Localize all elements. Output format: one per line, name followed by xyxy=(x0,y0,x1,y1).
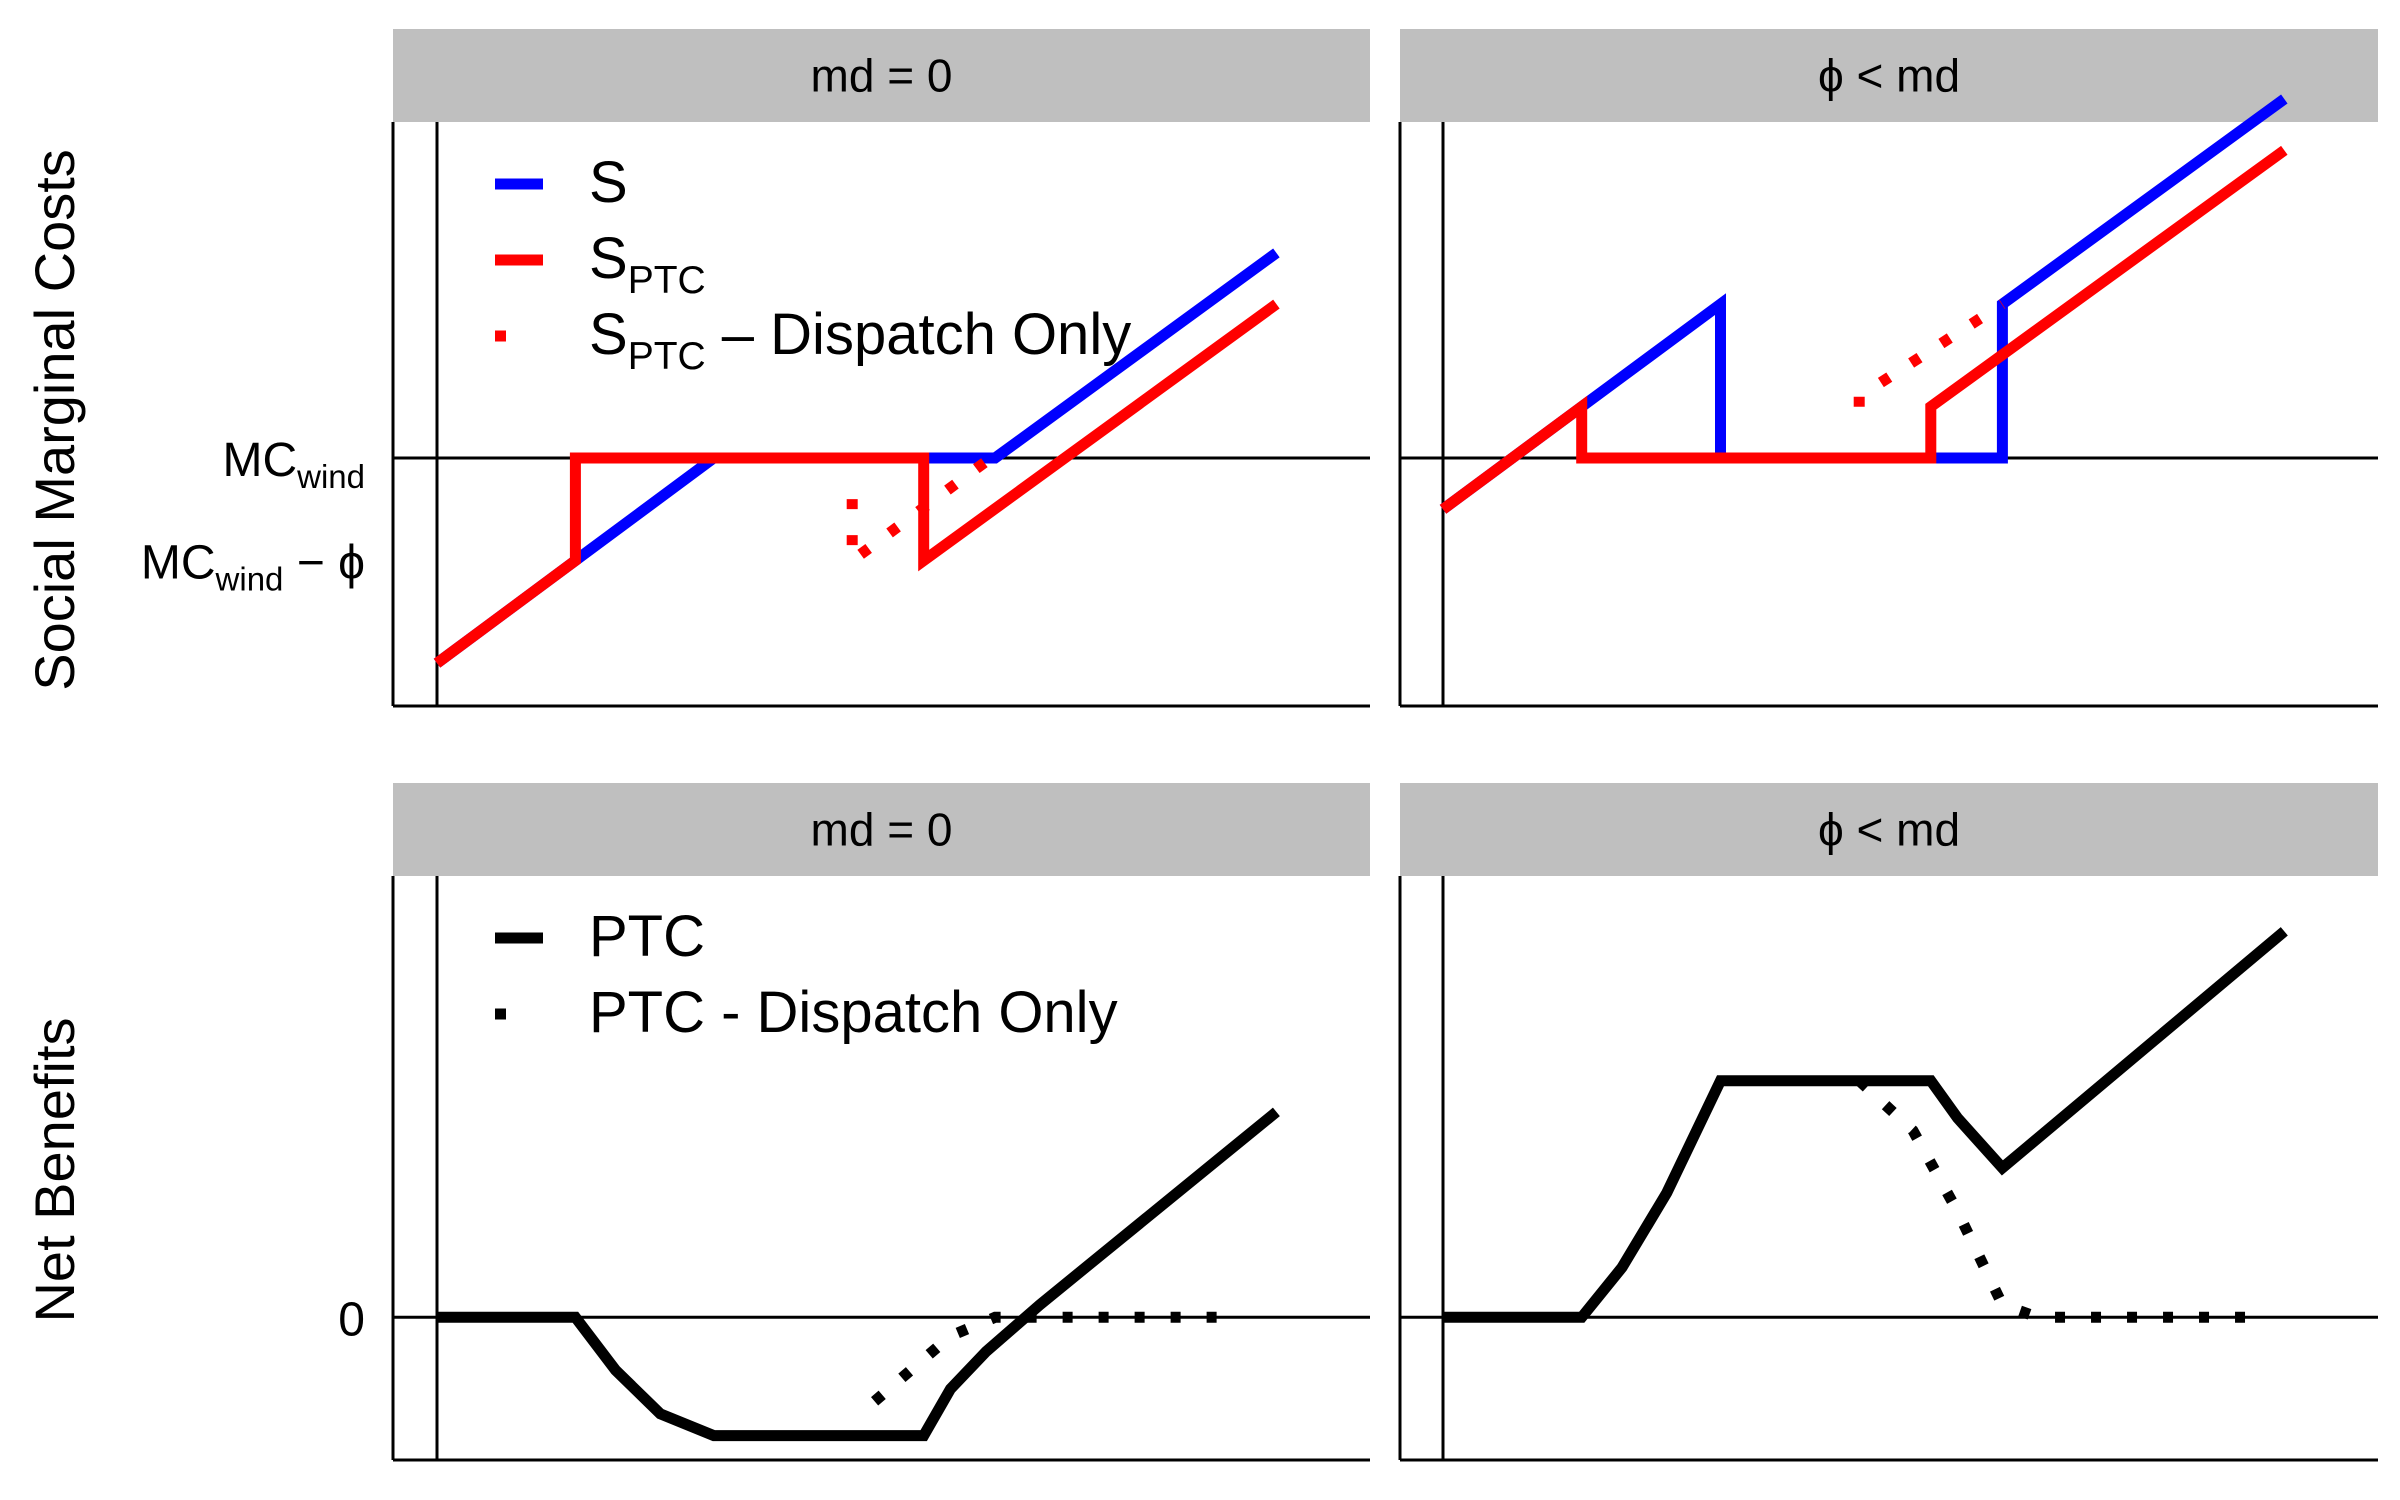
facet-strip xyxy=(1400,29,2378,122)
series-line-ptc-dispatch-only xyxy=(1855,1076,2249,1323)
legend-label: S xyxy=(589,150,628,215)
y-tick-label-sub: wind xyxy=(296,458,365,495)
legend-label: SPTC – Dispatch Only xyxy=(589,302,1131,378)
legend-label-base: S xyxy=(589,150,628,215)
legend-label-base: PTC xyxy=(589,904,705,969)
y-tick-label: MCwind xyxy=(222,434,365,495)
row-label-social-marginal-costs: Social Marginal Costs xyxy=(23,149,86,691)
facet-strip xyxy=(393,783,1370,876)
legend-label-base: S xyxy=(589,302,628,367)
facet-title: md = 0 xyxy=(811,804,953,856)
legend-label-sub: PTC xyxy=(628,259,706,302)
y-tick-label-tail: − ϕ xyxy=(283,537,365,590)
y-tick-label: MCwind − ϕ xyxy=(141,537,365,598)
legend-label: PTC xyxy=(589,904,705,969)
y-tick-label-base: MC xyxy=(222,434,297,487)
y-tick-label-base: MC xyxy=(141,537,216,590)
facet-title: md = 0 xyxy=(811,50,953,102)
series-line-s-ptc xyxy=(433,299,1280,668)
series-line-s-ptc-dispatch-only xyxy=(846,453,994,572)
legend-label: PTC - Dispatch Only xyxy=(589,980,1118,1045)
facet-strip xyxy=(1400,783,2378,876)
series-line-s-ptc-dispatch-only xyxy=(1853,299,2006,407)
series-line-s xyxy=(1439,94,2288,514)
panel-4: ϕ < md xyxy=(1398,783,2378,1462)
y-tick-label: 0 xyxy=(338,1293,365,1346)
legend-label-sub: PTC xyxy=(628,335,706,378)
series-line-ptc xyxy=(437,1107,1280,1442)
legend-label: SPTC xyxy=(589,226,706,302)
series-line-s-ptc xyxy=(1439,145,2288,514)
facet-strip xyxy=(393,29,1370,122)
facet-title: ϕ < md xyxy=(1818,50,1960,102)
y-tick-label-base: 0 xyxy=(338,1293,365,1346)
series-line-ptc xyxy=(1443,927,2288,1323)
legend-label-tail: – Dispatch Only xyxy=(706,302,1132,367)
series-line-ptc-dispatch-only xyxy=(871,1311,1241,1406)
legend-label-base: S xyxy=(589,226,628,291)
panel-3: md = 0 0 PTC PTC - Dispatch Only xyxy=(338,783,1370,1462)
row-label-net-benefits: Net Benefits xyxy=(23,1017,86,1322)
legend-label-base: PTC - Dispatch Only xyxy=(589,980,1118,1045)
facet-title: ϕ < md xyxy=(1818,804,1960,856)
panel-2: ϕ < md xyxy=(1398,29,2378,708)
y-tick-label-sub: wind xyxy=(215,561,284,598)
